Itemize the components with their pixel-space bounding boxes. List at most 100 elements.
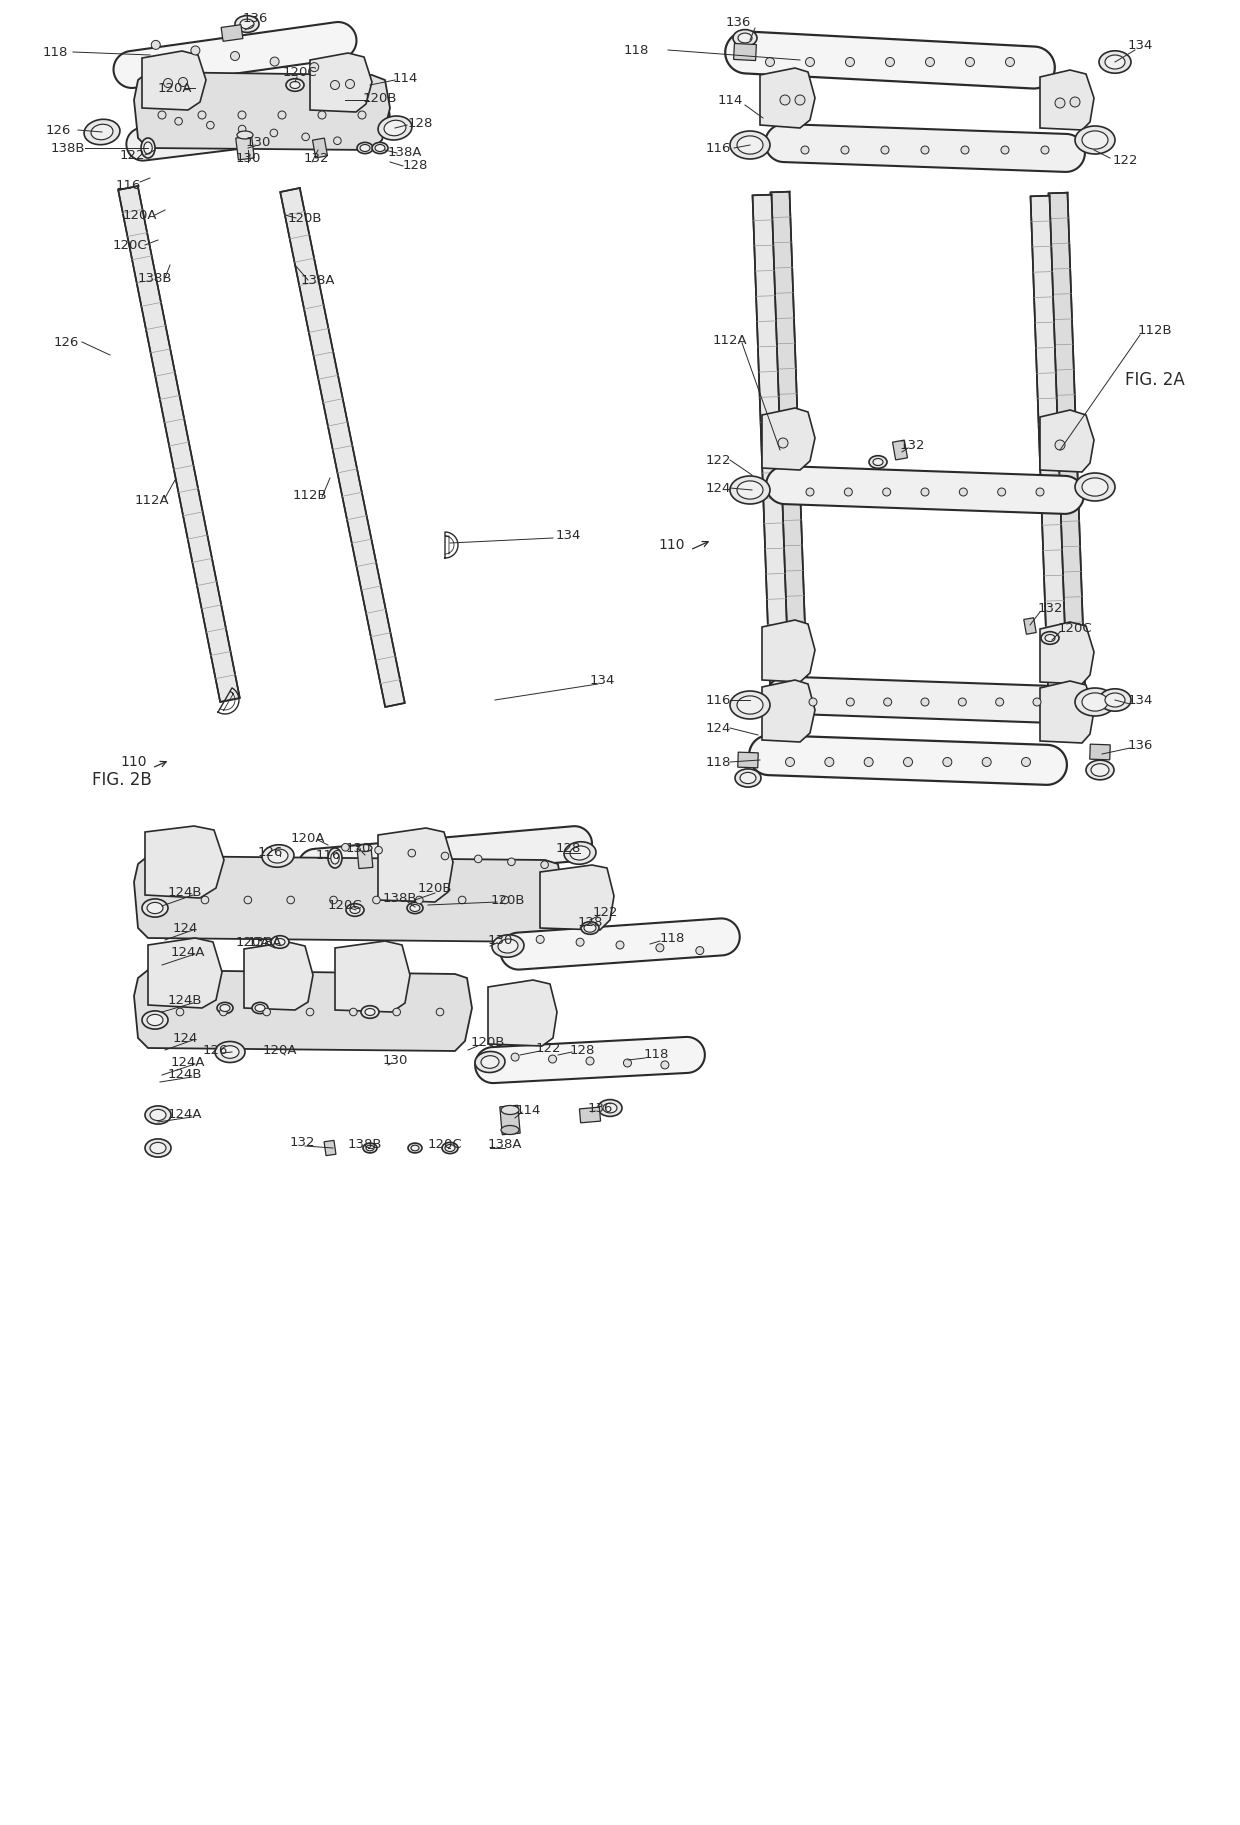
Text: 116: 116 bbox=[706, 142, 730, 155]
Ellipse shape bbox=[1099, 688, 1131, 712]
Circle shape bbox=[696, 947, 704, 954]
Text: 132: 132 bbox=[1037, 602, 1063, 615]
Text: 122: 122 bbox=[706, 453, 730, 467]
Text: 120C: 120C bbox=[327, 898, 362, 911]
Ellipse shape bbox=[738, 33, 751, 44]
Text: 134: 134 bbox=[1127, 38, 1153, 51]
Polygon shape bbox=[539, 865, 614, 931]
Circle shape bbox=[374, 847, 382, 854]
Circle shape bbox=[996, 697, 1003, 706]
Polygon shape bbox=[489, 980, 557, 1046]
Ellipse shape bbox=[481, 1055, 498, 1068]
Ellipse shape bbox=[740, 772, 756, 783]
Text: 134: 134 bbox=[556, 529, 580, 542]
Ellipse shape bbox=[492, 934, 525, 958]
Circle shape bbox=[151, 40, 160, 49]
Circle shape bbox=[1070, 97, 1080, 108]
Circle shape bbox=[310, 62, 319, 71]
Text: 138B: 138B bbox=[138, 272, 172, 285]
Ellipse shape bbox=[275, 938, 285, 945]
Ellipse shape bbox=[1083, 694, 1109, 712]
Ellipse shape bbox=[598, 1100, 622, 1117]
Polygon shape bbox=[378, 829, 453, 902]
Ellipse shape bbox=[730, 131, 770, 159]
Circle shape bbox=[925, 58, 935, 66]
Text: 128: 128 bbox=[402, 159, 428, 172]
Circle shape bbox=[847, 697, 854, 706]
Polygon shape bbox=[1049, 193, 1085, 699]
Polygon shape bbox=[763, 409, 815, 471]
Ellipse shape bbox=[346, 903, 365, 916]
Polygon shape bbox=[148, 938, 222, 1007]
Circle shape bbox=[346, 80, 355, 88]
Text: 122: 122 bbox=[536, 1042, 560, 1055]
Circle shape bbox=[459, 896, 466, 903]
Circle shape bbox=[959, 697, 966, 706]
Ellipse shape bbox=[84, 119, 120, 144]
Ellipse shape bbox=[730, 692, 770, 719]
Circle shape bbox=[825, 757, 833, 766]
Circle shape bbox=[587, 1057, 594, 1066]
Polygon shape bbox=[725, 31, 1055, 88]
Polygon shape bbox=[312, 139, 327, 159]
Ellipse shape bbox=[737, 482, 763, 498]
Text: 126: 126 bbox=[53, 336, 78, 349]
Ellipse shape bbox=[378, 117, 412, 141]
Text: 120C: 120C bbox=[428, 1139, 463, 1152]
Polygon shape bbox=[357, 847, 373, 869]
Ellipse shape bbox=[737, 135, 763, 153]
Ellipse shape bbox=[1083, 478, 1109, 496]
Text: 132: 132 bbox=[304, 151, 329, 164]
Circle shape bbox=[998, 487, 1006, 496]
Circle shape bbox=[1033, 697, 1042, 706]
Text: 114: 114 bbox=[392, 71, 418, 84]
Polygon shape bbox=[280, 188, 404, 706]
Ellipse shape bbox=[475, 1051, 505, 1073]
Circle shape bbox=[270, 57, 279, 66]
Circle shape bbox=[358, 111, 366, 119]
Ellipse shape bbox=[358, 845, 372, 852]
Text: 124A: 124A bbox=[171, 1055, 206, 1068]
Circle shape bbox=[475, 856, 482, 863]
Ellipse shape bbox=[350, 907, 360, 914]
Ellipse shape bbox=[564, 841, 596, 865]
Text: 118: 118 bbox=[644, 1049, 668, 1062]
Circle shape bbox=[306, 1007, 314, 1017]
Circle shape bbox=[441, 852, 449, 860]
Circle shape bbox=[501, 896, 508, 903]
Text: 120A: 120A bbox=[263, 1044, 298, 1057]
Ellipse shape bbox=[219, 1004, 229, 1011]
Ellipse shape bbox=[603, 1102, 618, 1113]
Circle shape bbox=[317, 111, 326, 119]
Text: 126: 126 bbox=[258, 845, 283, 858]
Ellipse shape bbox=[290, 82, 300, 88]
Polygon shape bbox=[770, 192, 807, 697]
Text: 116: 116 bbox=[115, 179, 140, 192]
Text: 124A: 124A bbox=[167, 1108, 202, 1122]
Polygon shape bbox=[753, 195, 790, 701]
Ellipse shape bbox=[357, 142, 373, 153]
Circle shape bbox=[883, 487, 890, 496]
Text: 122: 122 bbox=[119, 148, 145, 161]
Text: 138B: 138B bbox=[347, 1139, 382, 1152]
Text: 130: 130 bbox=[236, 151, 260, 164]
Ellipse shape bbox=[148, 902, 162, 914]
Circle shape bbox=[238, 126, 246, 133]
Polygon shape bbox=[500, 918, 740, 969]
Text: 120A: 120A bbox=[290, 832, 325, 845]
Polygon shape bbox=[126, 99, 389, 161]
Circle shape bbox=[966, 58, 975, 66]
Text: 124A: 124A bbox=[171, 945, 206, 958]
Circle shape bbox=[436, 1007, 444, 1017]
Ellipse shape bbox=[150, 1110, 166, 1121]
Circle shape bbox=[904, 757, 913, 766]
Text: 136: 136 bbox=[242, 11, 268, 24]
Text: 128: 128 bbox=[407, 117, 433, 130]
Text: 138A: 138A bbox=[248, 936, 283, 949]
Polygon shape bbox=[760, 68, 815, 128]
Polygon shape bbox=[768, 677, 1083, 723]
Ellipse shape bbox=[407, 902, 423, 914]
Circle shape bbox=[577, 938, 584, 945]
Circle shape bbox=[286, 896, 295, 903]
Text: 124B: 124B bbox=[167, 1068, 202, 1082]
